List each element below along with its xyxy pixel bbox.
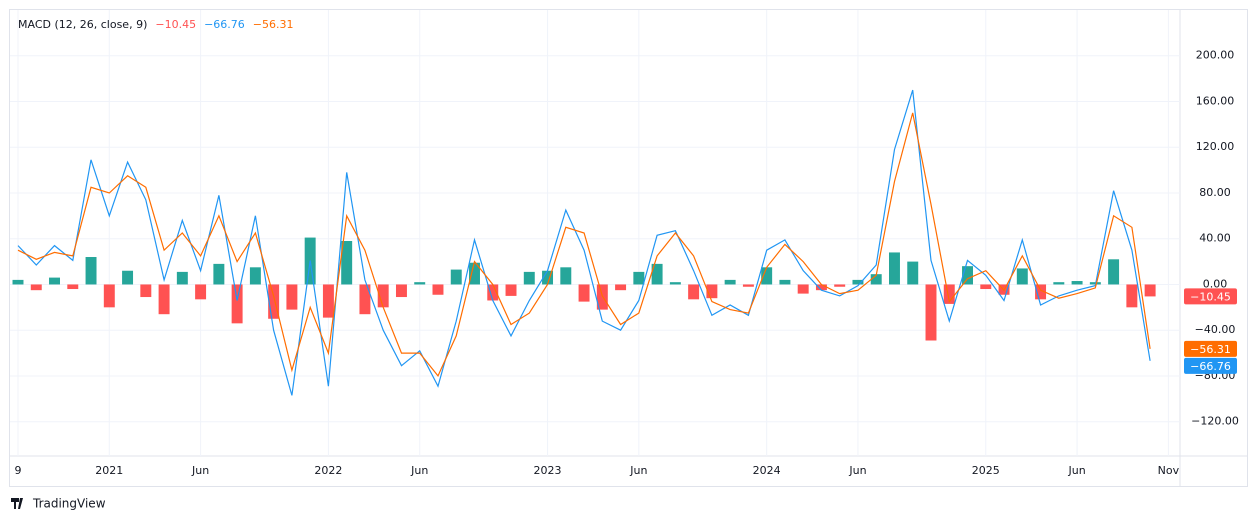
legend-value: −10.45 <box>155 18 196 31</box>
y-tick-label: −120.00 <box>1191 415 1239 428</box>
histogram-bar <box>852 279 864 285</box>
histogram-bar <box>907 261 919 285</box>
histogram-bar <box>414 282 426 285</box>
histogram-bar <box>487 284 499 301</box>
x-tick-label: 2024 <box>753 464 781 477</box>
histogram-bar <box>85 257 97 285</box>
histogram-bar <box>523 271 535 285</box>
plot <box>12 89 1156 396</box>
indicator-title: MACD (12, 26, close, 9) <box>18 18 147 31</box>
histogram-bar <box>633 271 645 285</box>
x-tick-label: Jun <box>191 464 209 477</box>
histogram-bar <box>12 279 24 285</box>
price-badge <box>1184 340 1237 357</box>
histogram-bar <box>432 284 444 295</box>
histogram-bar <box>761 267 773 285</box>
histogram-bar <box>889 252 900 285</box>
histogram-bar <box>815 284 827 291</box>
histogram-bar <box>1108 259 1120 285</box>
x-tick-label: Jun <box>629 464 647 477</box>
labels: −120.00−80.00−40.000.0040.0080.00120.001… <box>15 49 1239 477</box>
histogram-bar <box>450 269 462 285</box>
histogram-bar <box>377 284 389 308</box>
histogram-bar <box>834 284 846 287</box>
legend-value: −66.76 <box>204 18 245 31</box>
histogram-bar <box>322 284 334 318</box>
histogram-bar <box>195 284 207 300</box>
histogram-bar <box>67 284 79 290</box>
histogram-bar <box>231 284 243 324</box>
histogram-bar <box>962 266 973 285</box>
histogram-bar <box>158 284 170 315</box>
histogram-bar <box>688 284 700 300</box>
histogram-bar <box>669 282 681 285</box>
x-tick-label: 2022 <box>314 464 342 477</box>
histogram-bar <box>341 241 353 285</box>
x-tick-label: 2025 <box>972 464 1000 477</box>
y-tick-label: −40.00 <box>1195 323 1236 336</box>
histogram-bar <box>980 284 992 290</box>
histogram-bar <box>249 267 261 285</box>
x-tick-label: Jun <box>848 464 866 477</box>
y-tick-label: 80.00 <box>1199 186 1231 199</box>
x-tick-label: Jun <box>1067 464 1085 477</box>
x-tick-label: 9 <box>15 464 22 477</box>
histogram-bar <box>1144 284 1156 297</box>
histogram-bar <box>1053 282 1065 285</box>
histogram-bar <box>122 270 134 285</box>
price-badge <box>1184 288 1237 305</box>
histogram-bar <box>742 284 754 287</box>
histogram-bar <box>469 262 480 285</box>
histogram-bar <box>505 284 517 296</box>
histogram-bar <box>870 274 882 285</box>
price-badge-label: −10.45 <box>1190 290 1231 303</box>
histogram-bar <box>49 277 60 285</box>
line-macd <box>17 89 1151 396</box>
histogram-bar <box>213 263 225 285</box>
histogram-bar <box>359 284 371 315</box>
price-badge-label: −66.76 <box>1190 360 1231 373</box>
histogram-bar <box>578 284 590 302</box>
histogram-bar <box>1126 284 1138 308</box>
x-tick-label: Nov <box>1158 464 1180 477</box>
legend-value: −56.31 <box>253 18 294 31</box>
histogram-bar <box>779 279 791 285</box>
x-tick-label: Jun <box>410 464 428 477</box>
histogram-bar <box>140 284 152 298</box>
histogram-bar <box>925 284 937 341</box>
y-tick-label: 200.00 <box>1196 49 1235 62</box>
price-badge <box>1184 357 1237 374</box>
histogram-bar <box>1071 281 1083 285</box>
grid <box>10 10 1180 456</box>
y-tick-label: 120.00 <box>1196 140 1235 153</box>
histogram-bar <box>651 263 663 285</box>
x-tick-label: 2021 <box>95 464 123 477</box>
y-tick-label: 40.00 <box>1199 232 1231 245</box>
histogram-bar <box>395 284 407 298</box>
x-tick-label: 2023 <box>534 464 562 477</box>
y-tick-label: 0.00 <box>1203 277 1228 290</box>
line-signal <box>17 112 1151 378</box>
histogram-bar <box>1035 284 1047 300</box>
price-badge-label: −56.31 <box>1190 343 1231 356</box>
histogram-bar <box>706 284 718 299</box>
logo: TradingView <box>11 497 106 511</box>
histogram-bar <box>943 284 955 304</box>
brand: TradingView <box>32 497 106 511</box>
histogram-bar <box>1016 268 1028 285</box>
histogram-bar <box>724 279 736 285</box>
histogram-bar <box>542 270 554 285</box>
histogram-bar <box>176 271 188 285</box>
logo-mark <box>11 498 23 509</box>
histogram-bar <box>268 284 280 319</box>
histogram-bar <box>103 284 115 308</box>
y-tick-label: 160.00 <box>1196 94 1235 107</box>
histogram-bar <box>30 284 42 291</box>
chart-frame <box>9 9 1248 487</box>
histogram-bar <box>797 284 809 294</box>
histogram-bar <box>615 284 627 291</box>
histogram-bar <box>560 267 572 285</box>
histogram-bar <box>286 284 298 310</box>
